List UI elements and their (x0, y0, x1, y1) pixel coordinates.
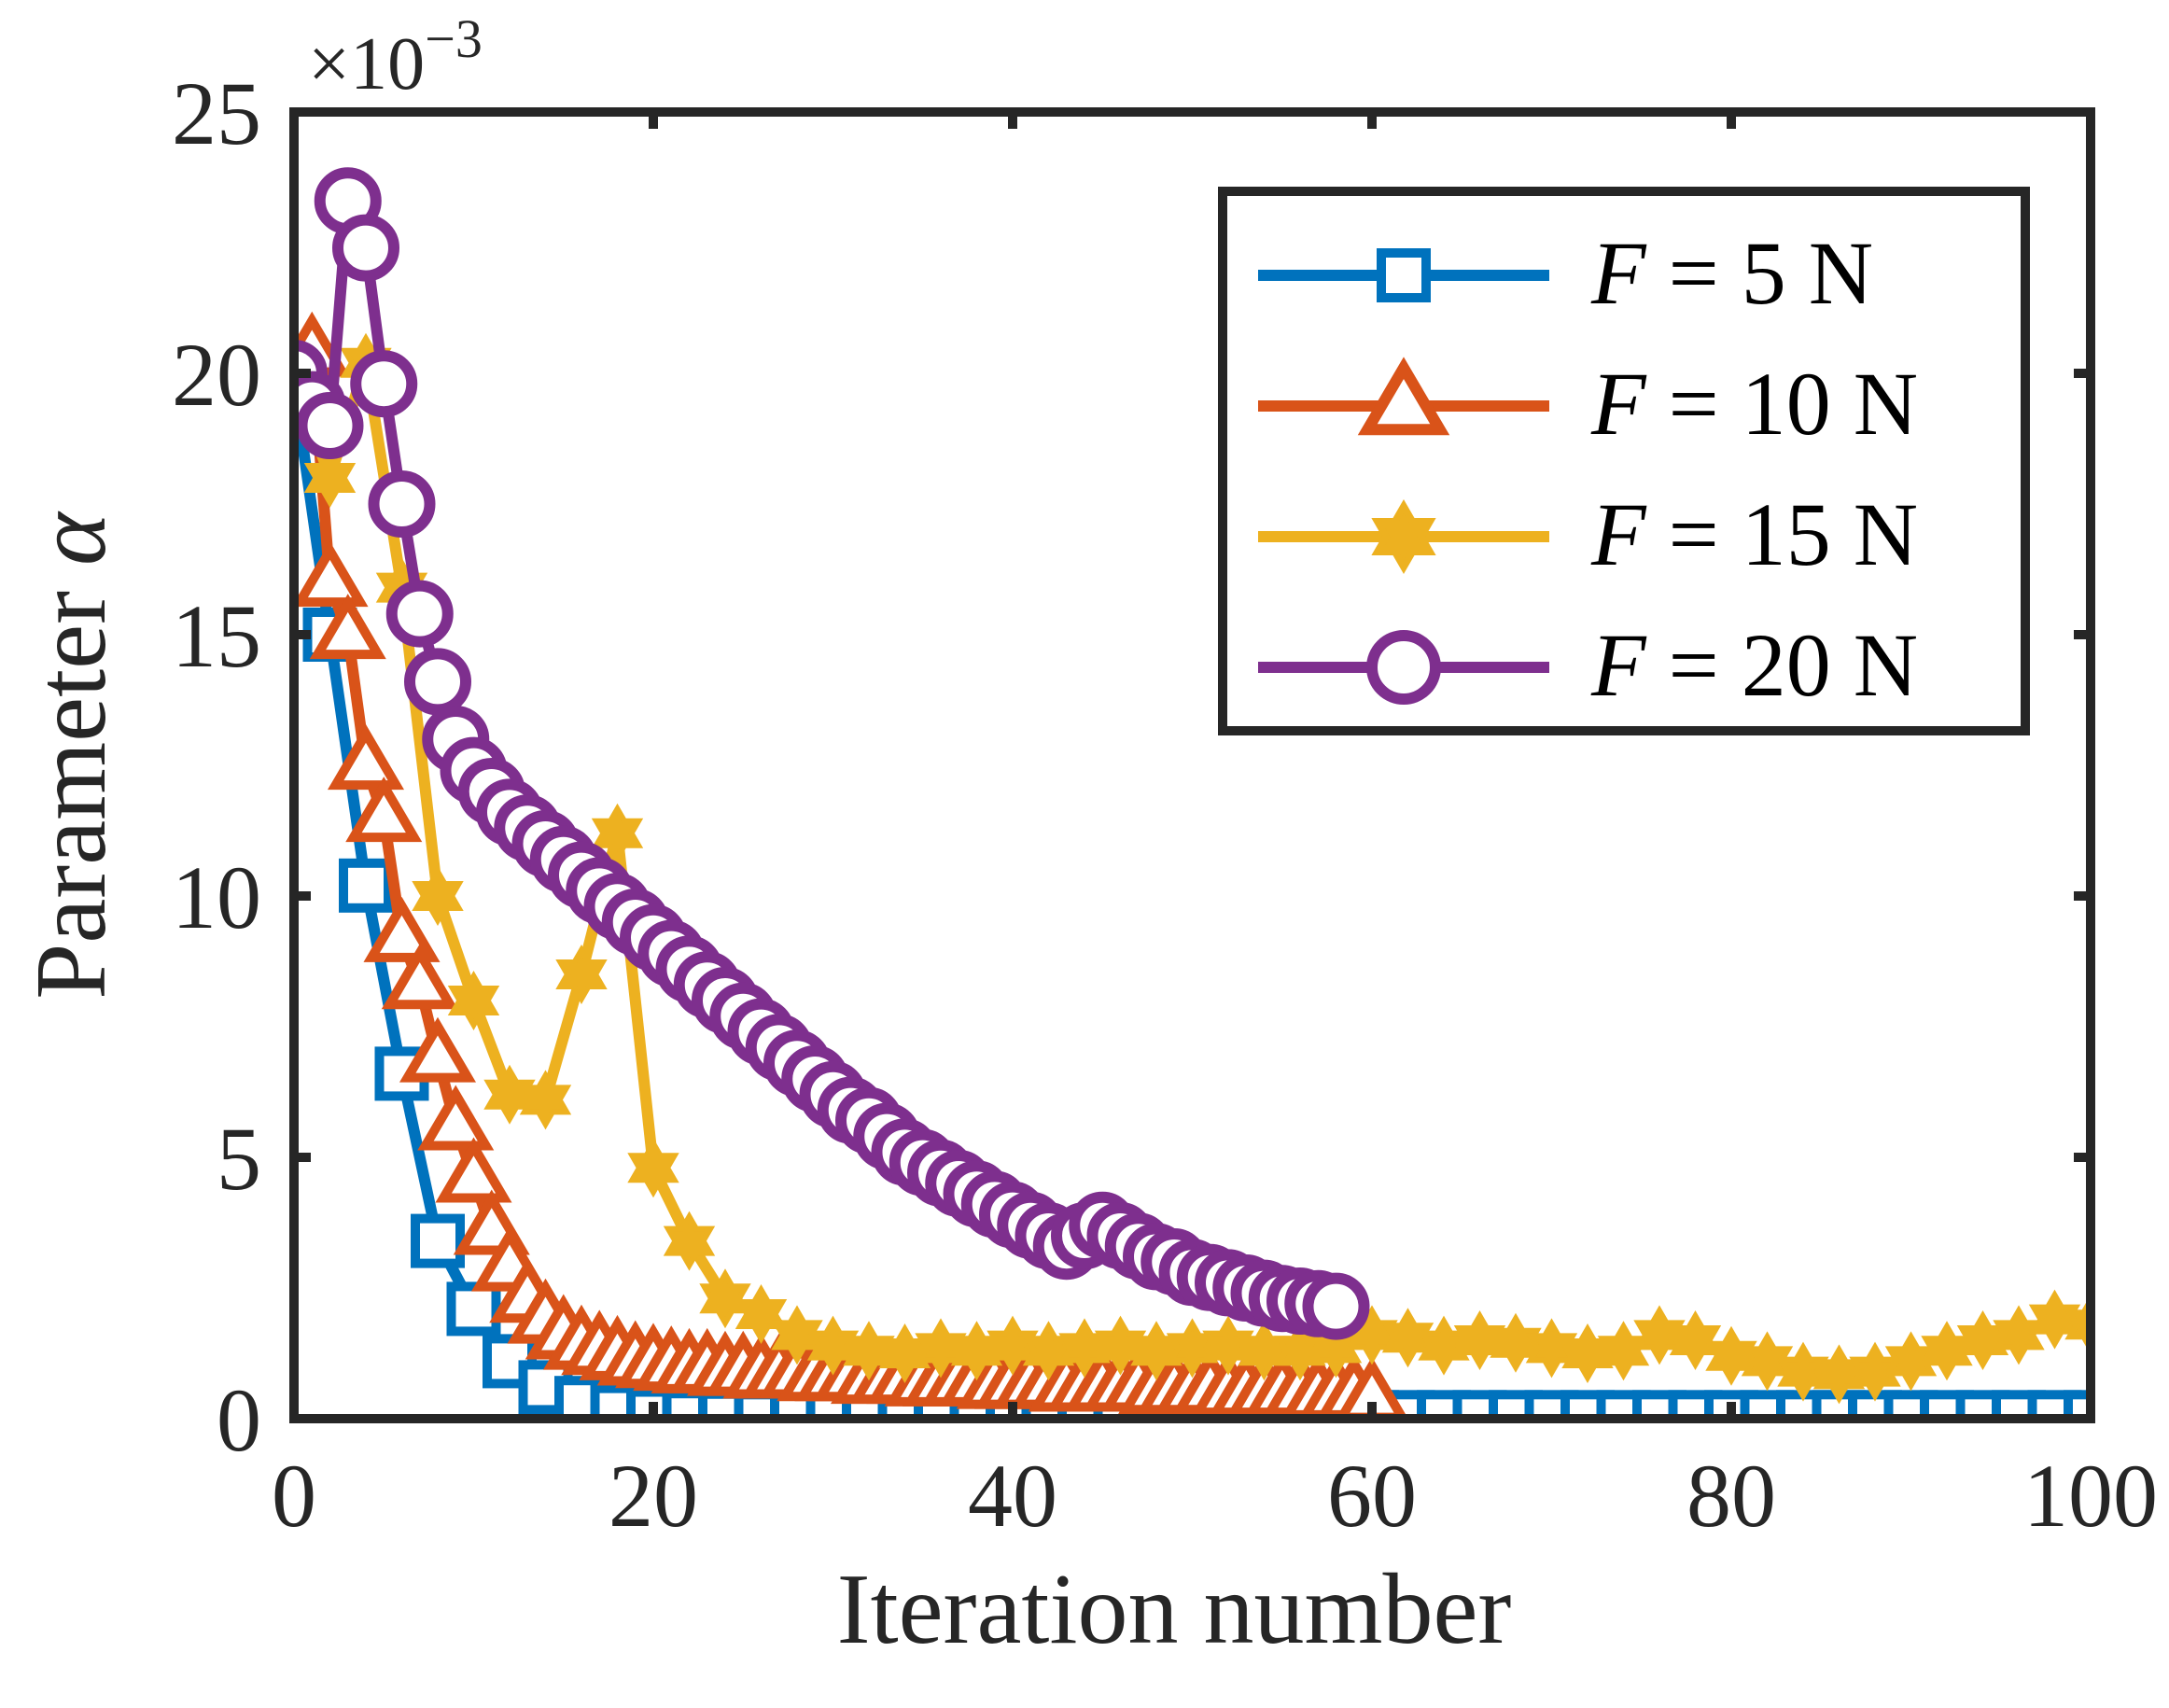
data-point-s1-4 (327, 724, 405, 791)
data-point-s1-3 (309, 594, 386, 660)
legend-marker-3 (1366, 630, 1441, 705)
data-point-s2-4 (412, 865, 464, 927)
data-point-s2-31 (1381, 1308, 1434, 1368)
data-point-s1-7 (381, 944, 458, 1010)
legend: F = 5 N F = 10 N F = 15 N F = 20 N (1218, 187, 2030, 735)
data-point-s2-11 (663, 1211, 716, 1271)
data-point-s2-9 (591, 803, 644, 863)
data-point-s2-5 (447, 970, 500, 1031)
y-tick-label-2: 10 (172, 847, 261, 947)
data-point-s2-7 (519, 1070, 572, 1130)
data-point-s2-40 (1705, 1325, 1757, 1386)
data-point-s2-6 (483, 1064, 536, 1125)
x-tick-label-3: 60 (1327, 1446, 1417, 1546)
data-point-s2-15 (806, 1315, 860, 1376)
series-1 (294, 311, 1408, 1419)
legend-box (1218, 187, 2030, 735)
data-point-s3-58 (1302, 1272, 1370, 1340)
data-point-s2-34 (1490, 1312, 1542, 1373)
data-point-s0-4 (411, 1213, 465, 1268)
data-point-s2-35 (1525, 1318, 1578, 1379)
legend-entry-f10: F = 10 N (1590, 354, 1918, 454)
y-tick-label-0: 0 (217, 1370, 261, 1470)
data-point-s2-13 (735, 1283, 788, 1345)
x-tick-label-5: 100 (2023, 1446, 2158, 1546)
x-tick-label-1: 20 (609, 1446, 698, 1546)
ticks-layer: 0 20 40 60 80 100 0 5 10 15 20 25 (172, 63, 2158, 1546)
data-point-s2-38 (1633, 1305, 1686, 1365)
data-point-s0-2 (339, 858, 393, 913)
data-point-s2-39 (1669, 1309, 1722, 1371)
legend-marker-1 (1357, 357, 1450, 436)
data-point-s2-49 (2028, 1289, 2081, 1350)
data-point-s3-2 (296, 392, 364, 459)
data-point-s3-6 (368, 470, 436, 538)
data-point-s1-6 (363, 896, 441, 962)
legend-entry-f20: F = 20 N (1590, 615, 1918, 715)
data-point-s1-9 (417, 1085, 495, 1151)
data-point-s3-4 (332, 214, 399, 282)
plot-frame (289, 107, 2095, 1423)
data-point-s1-5 (345, 777, 423, 843)
legend-marker-2 (1371, 498, 1436, 575)
y-tick-label-1: 5 (217, 1109, 261, 1209)
data-point-s1-2 (294, 541, 369, 608)
x-tick-label-0: 0 (272, 1446, 316, 1546)
axes-layer (289, 107, 2095, 1423)
data-point-s1-10 (435, 1137, 512, 1203)
y-tick-label-3: 15 (172, 586, 261, 686)
x-tick-label-4: 80 (1686, 1446, 1776, 1546)
data-point-s3-5 (350, 350, 418, 418)
data-point-s3-7 (385, 580, 454, 648)
data-point-s2-1 (303, 447, 357, 509)
y-tick-label-5: 25 (172, 63, 261, 163)
data-point-s2-10 (627, 1138, 679, 1198)
data-point-s2-26 (1202, 1315, 1254, 1376)
data-point-s2-23 (1094, 1315, 1147, 1376)
y-tick-label-4: 20 (172, 325, 261, 425)
data-point-s2-8 (555, 944, 608, 1005)
series-3 (294, 167, 1370, 1340)
y-axis-title: Parameter α (16, 511, 127, 1000)
data-point-s2-50 (2064, 1295, 2091, 1355)
legend-marker-0 (1377, 248, 1431, 302)
legend-entry-f5: F = 5 N (1590, 223, 1873, 323)
data-point-s3-8 (404, 648, 471, 716)
legend-swatches (1258, 248, 1549, 705)
data-point-s2-20 (987, 1315, 1039, 1376)
data-point-s2-14 (771, 1305, 823, 1365)
data-point-s2-12 (699, 1268, 751, 1329)
data-point-s1-8 (399, 1016, 477, 1083)
data-point-s0-5 (446, 1281, 501, 1337)
legend-entry-f15: F = 15 N (1590, 484, 1918, 584)
series-layer (294, 167, 2091, 1419)
x-axis-title: Iteration number (837, 1554, 1512, 1665)
data-point-s2-41 (1741, 1331, 1794, 1392)
y-exponent-label: ×10−3 (308, 8, 483, 105)
x-tick-label-2: 40 (968, 1446, 1057, 1546)
